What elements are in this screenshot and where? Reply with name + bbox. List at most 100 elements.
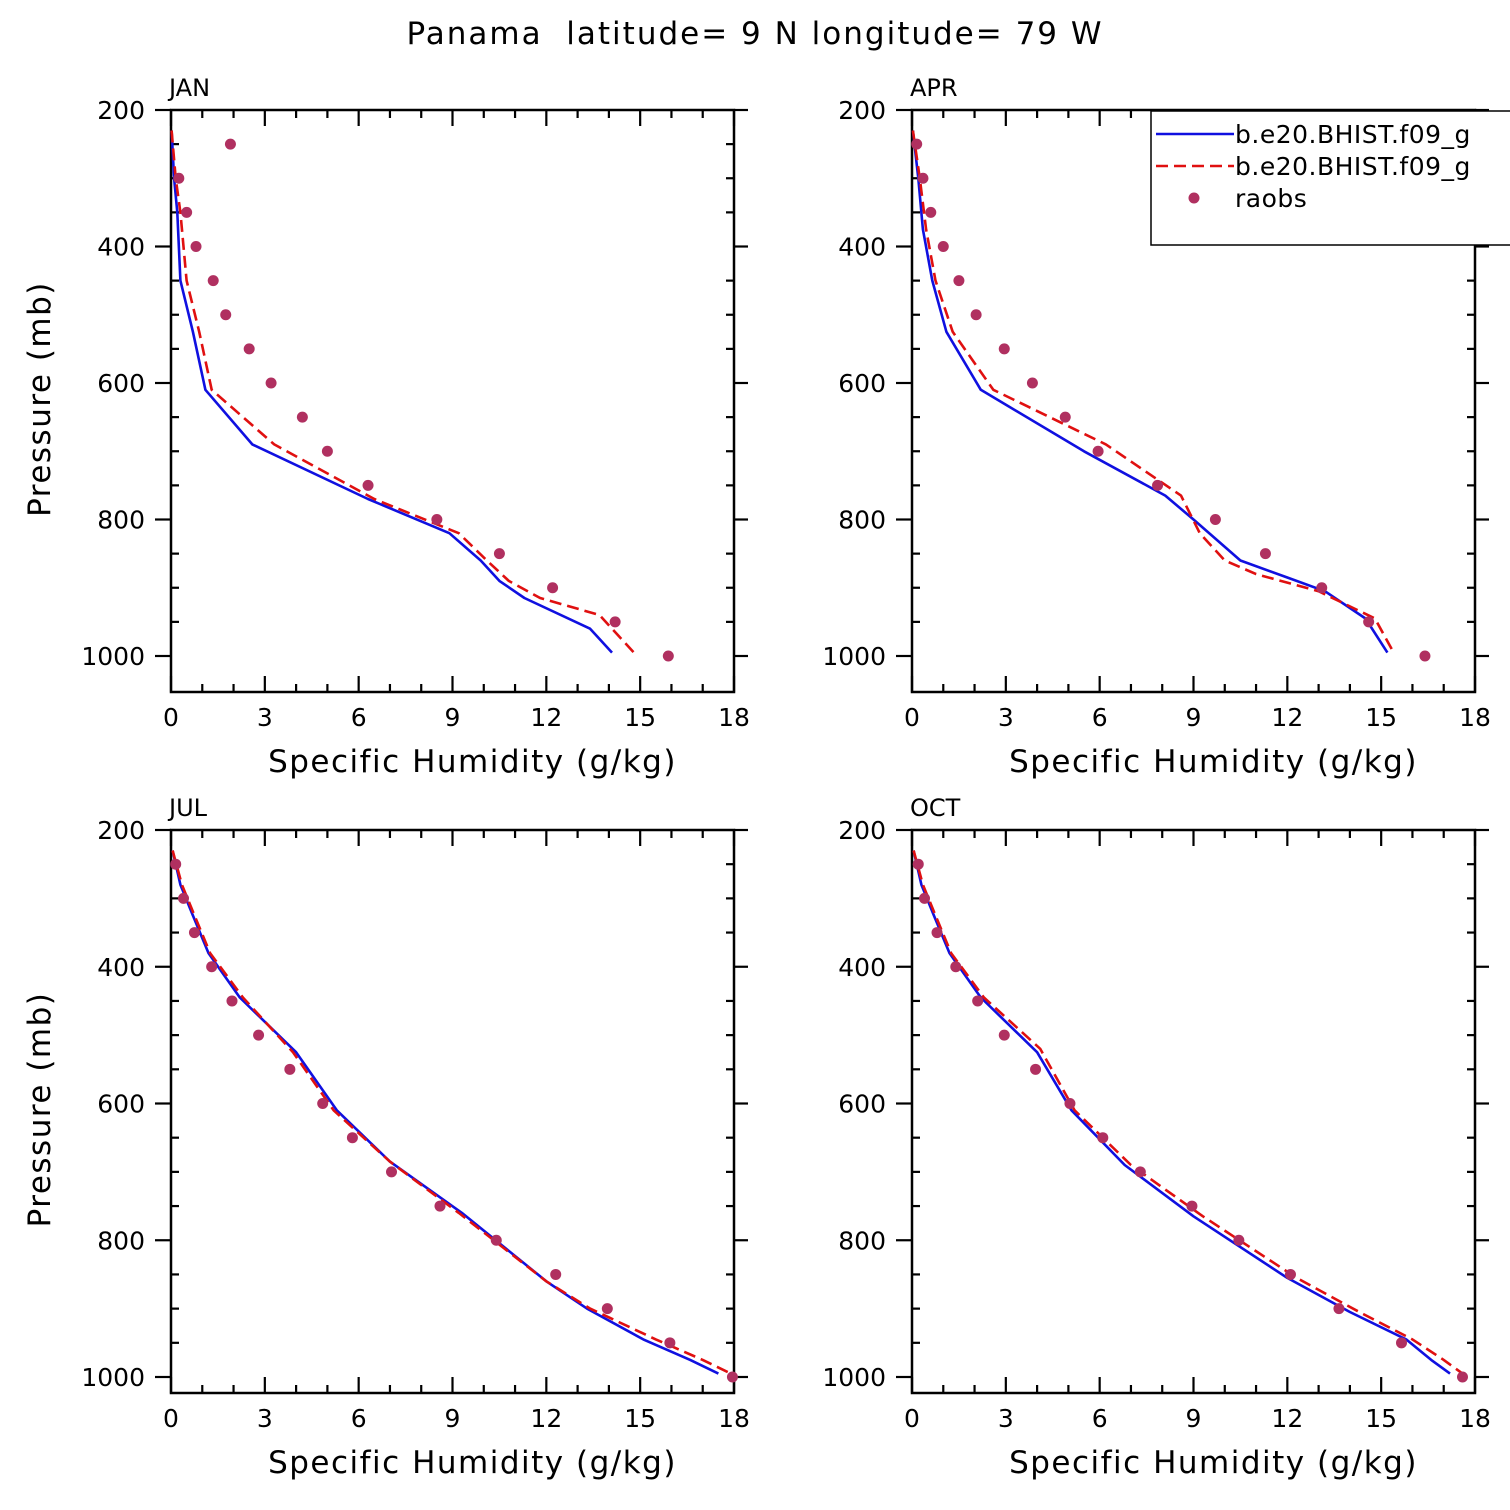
y-tick-label: 400 [838,953,886,982]
raobs-point [550,1268,562,1280]
x-axis-label: Specific Humidity (g/kg) [1009,744,1418,780]
x-tick-label: 9 [1186,703,1202,732]
x-tick-label: 15 [1365,1404,1397,1433]
raobs-point [1030,1063,1042,1075]
raobs-point [917,172,929,184]
raobs-point [220,309,232,321]
x-tick-label: 18 [718,1404,750,1433]
x-tick-label: 6 [351,703,367,732]
raobs-point [925,206,937,218]
raobs-point [1395,1337,1407,1349]
y-tick-label: 600 [97,369,145,398]
legend-dot-marker [1188,192,1200,204]
raobs-point [1316,582,1328,594]
x-tick-label: 0 [904,703,920,732]
raobs-point [170,858,182,870]
panel-label: OCT [910,794,961,822]
y-tick-label: 200 [838,96,886,125]
raobs-point [265,377,277,389]
raobs-point [1026,377,1038,389]
series-line-dashed [912,850,1464,1375]
raobs-point [386,1166,398,1178]
y-tick-label: 800 [838,506,886,535]
y-tick-label: 800 [838,1226,886,1255]
x-tick-label: 18 [1459,703,1491,732]
raobs-point [346,1132,358,1144]
x-tick-label: 6 [1092,703,1108,732]
raobs-point [1333,1303,1345,1315]
x-tick-label: 0 [904,1404,920,1433]
raobs-point [998,1029,1010,1041]
legend-label: b.e20.BHIST.f09_g [1235,120,1471,149]
raobs-point [911,138,923,150]
x-tick-label: 3 [257,703,273,732]
plot-frame [169,828,736,1395]
raobs-point [226,995,238,1007]
raobs-point [431,514,443,525]
x-tick-label: 15 [624,1404,656,1433]
raobs-point [1059,411,1071,423]
panel-jan: JAN 0 3 6 9 12 15 18 200 400 600 800 1000 Specific Hu… [22,74,750,780]
series-line-dashed [170,130,635,654]
x-axis-label: Specific Humidity (g/kg) [1009,1445,1418,1481]
raobs-point [919,892,931,904]
y-tick-label: 200 [97,96,145,125]
x-tick-label: 12 [1271,1404,1303,1433]
raobs-point [1134,1166,1146,1178]
raobs-point [609,616,621,628]
y-tick-label: 800 [97,1226,145,1255]
series-line-solid [912,850,1451,1375]
y-tick-label: 1000 [822,1363,886,1392]
y-tick-label: 1000 [81,642,145,671]
raobs-point [490,1234,502,1246]
x-tick-label: 3 [998,1404,1014,1433]
raobs-point [972,995,984,1007]
y-axis-label: Pressure (mb) [22,281,58,517]
raobs-point [1209,514,1221,525]
y-tick-label: 200 [838,816,886,845]
raobs-point [181,206,193,218]
raobs-point [601,1303,613,1315]
x-tick-label: 12 [530,1404,562,1433]
panel-label: JUL [167,794,208,822]
raobs-point [1284,1268,1296,1280]
y-tick-label: 600 [97,1090,145,1119]
x-tick-label: 6 [351,1404,367,1433]
x-tick-label: 12 [1271,703,1303,732]
raobs-point [953,275,965,287]
raobs-point [1152,479,1164,491]
x-tick-label: 15 [624,703,656,732]
y-tick-label: 200 [97,816,145,845]
x-tick-label: 9 [1186,1404,1202,1433]
raobs-point [1419,650,1431,662]
raobs-point [664,1337,676,1349]
series-line-dashed [171,850,732,1375]
raobs-point [998,343,1010,355]
x-tick-label: 9 [445,1404,461,1433]
panel-jul: JUL 0 3 6 9 12 15 18 200 400 600 800 1000 Specific Hu… [22,794,750,1481]
series-line-solid [171,850,719,1375]
y-tick-label: 800 [97,506,145,535]
raobs-point [207,275,219,287]
raobs-point [362,479,374,491]
raobs-point [1092,445,1104,457]
raobs-point [206,961,218,973]
y-axis-label: Pressure (mb) [22,992,58,1228]
x-tick-label: 9 [445,703,461,732]
raobs-point [970,309,982,321]
plot-frame [169,108,736,694]
series-line-dashed [911,130,1395,654]
y-tick-label: 600 [838,1090,886,1119]
legend-label: b.e20.BHIST.f09_g [1235,152,1471,181]
y-tick-label: 1000 [822,642,886,671]
y-tick-label: 1000 [81,1363,145,1392]
legend-label: raobs [1235,184,1307,213]
x-tick-label: 6 [1092,1404,1108,1433]
x-axis-label: Specific Humidity (g/kg) [268,744,677,780]
y-tick-label: 400 [838,233,886,262]
x-tick-label: 0 [163,703,179,732]
panel-label: JAN [167,74,210,102]
raobs-point [912,858,924,870]
raobs-point [950,961,962,973]
